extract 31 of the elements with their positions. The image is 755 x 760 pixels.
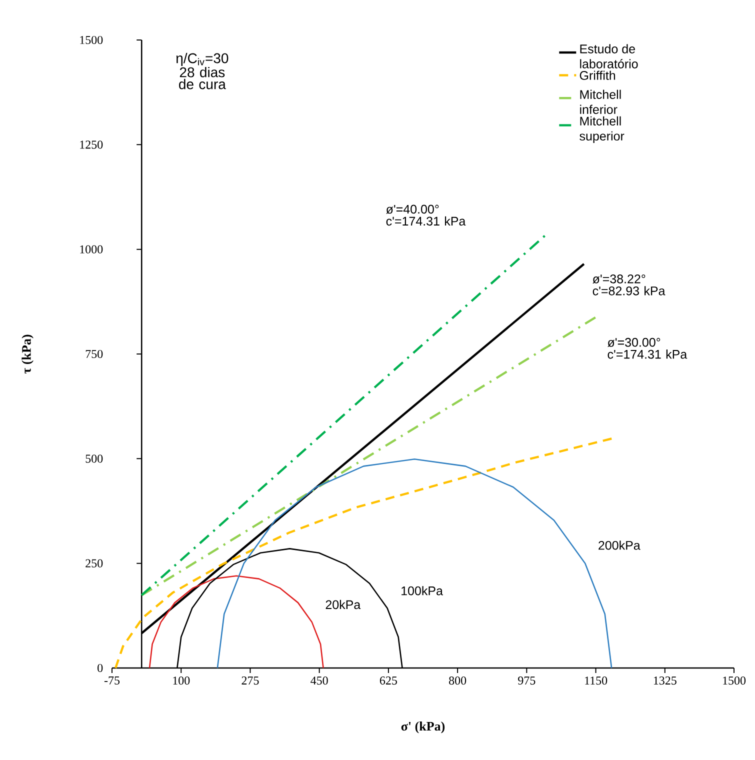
x-axis-title: σ' (kPa): [401, 722, 445, 734]
x-tick-label: 450: [310, 676, 328, 685]
y-tick-label: 250: [86, 559, 103, 568]
y-tick-label: 1000: [80, 245, 103, 254]
x-tick-label: 1500: [723, 676, 746, 685]
y-tick-label: 500: [86, 454, 103, 463]
x-tick-label: 975: [518, 676, 536, 685]
annotation: ø'=30.00° c'=174.31 kPa: [608, 338, 688, 359]
series-label: 20kPa: [326, 600, 361, 610]
legend-label: Griffith: [580, 70, 616, 80]
x-tick-label: 1150: [585, 676, 608, 685]
y-tick-label: 0: [98, 664, 103, 672]
x-tick-label: 275: [242, 676, 259, 685]
series-label: 100kPa: [402, 586, 443, 596]
x-tick-label: 625: [380, 676, 397, 685]
legend-label: Mitchell inferior: [580, 90, 621, 114]
x-tick-label: 800: [449, 676, 466, 685]
y-tick-label: 750: [86, 350, 103, 358]
legend-label: Mitchell superior: [580, 116, 624, 144]
series-label: 200kPa: [598, 540, 640, 550]
y-axis-title: τ (kPa): [22, 334, 34, 374]
y-tick-label: 1500: [80, 36, 103, 44]
x-tick-label: 1325: [654, 676, 676, 685]
line-series: [148, 575, 324, 669]
annotation: ø'=38.22° c'=82.93 kPa: [592, 274, 666, 296]
y-tick-label: 1250: [80, 140, 103, 149]
legend-label: Estudo de laboratório: [580, 44, 638, 68]
x-tick-label: 100: [173, 676, 190, 685]
annotation: η/C$_{iv}$=30 28 dias de cura: [176, 52, 228, 90]
x-tick-label: -75: [104, 676, 120, 684]
annotation: ø'=40.00° c'=174.31 kPa: [386, 204, 466, 226]
